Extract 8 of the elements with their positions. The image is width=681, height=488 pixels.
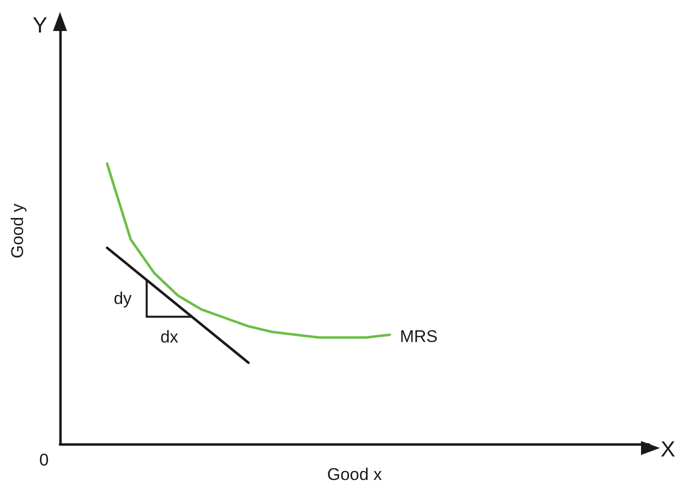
y-axis-title: Good y [8, 203, 27, 258]
annotation: dx [160, 327, 179, 346]
annotation: dy [114, 288, 132, 308]
text: 0 [39, 450, 49, 470]
text: Y [32, 12, 48, 38]
x-axis-title: Good x [327, 465, 382, 484]
text: X [660, 436, 676, 462]
series-label: MRS [400, 327, 438, 346]
